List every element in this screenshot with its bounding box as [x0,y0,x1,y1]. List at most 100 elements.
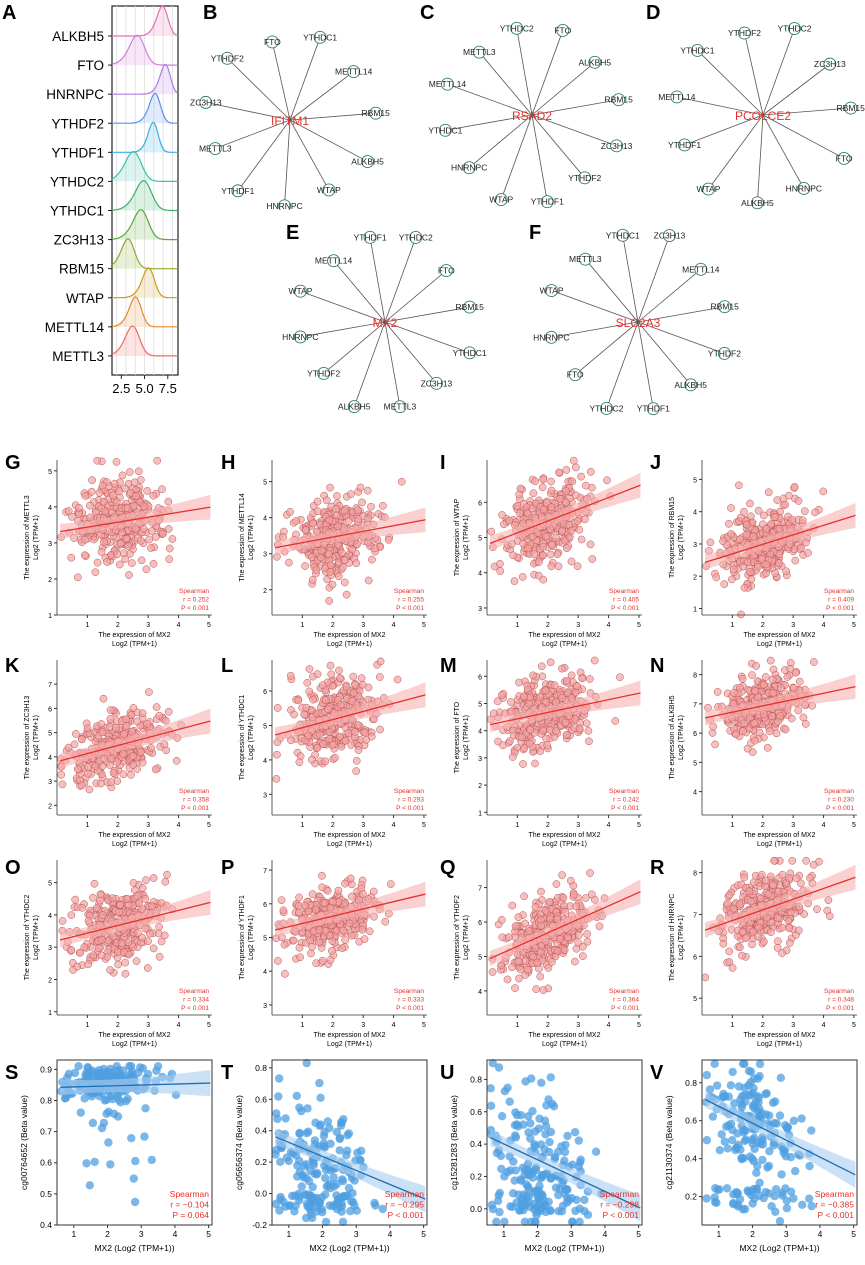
data-point [584,938,591,945]
data-point [568,558,575,565]
data-point [379,502,386,509]
r-value: r = 0.255 [398,597,424,604]
y-tick-label: 3 [48,945,52,952]
data-point [776,560,783,567]
data-point [810,658,817,665]
r-value: r = 0.405 [613,597,639,604]
data-point [364,487,371,494]
ridge-label-ythdf1: YTHDF1 [51,145,104,160]
data-point [720,538,727,545]
data-point [127,771,134,778]
data-point [342,900,349,907]
x-tick-label: 4 [173,1229,178,1239]
data-point [130,879,137,886]
data-point [115,909,122,916]
x-tick-label: 1 [730,1022,734,1029]
data-point [326,484,333,491]
data-point [751,737,758,744]
x-tick-label: 4 [822,822,826,829]
y-tick-label: 6 [693,954,697,961]
data-point [98,936,105,943]
data-point [750,533,757,540]
data-point [68,554,75,561]
y-axis-subtitle: Log2 (TPM+1) [678,915,685,960]
data-point [96,489,103,496]
x-tick-label: 3 [576,1022,580,1029]
data-point [89,477,96,484]
data-point [585,738,592,745]
data-point [342,936,349,943]
data-point [756,729,763,736]
y-tick-label: 1 [693,607,697,614]
node-label-fto: FTO [836,153,853,163]
node-label-wtap: WTAP [696,184,720,194]
data-point [826,913,833,920]
data-point [326,597,333,604]
data-point [563,466,570,473]
edge-ythdf1 [370,237,385,322]
data-point [287,672,294,679]
data-point [311,1119,319,1127]
data-point [783,568,790,575]
data-point [293,1092,301,1100]
data-point [308,756,315,763]
data-point [592,1148,600,1156]
data-point [762,877,769,884]
spearman-label: Spearman [824,588,854,595]
data-point [275,1074,283,1082]
data-point [273,775,280,782]
x-tick-label: 2 [331,1022,335,1029]
hub-label-mx2: MX2 [373,316,398,330]
x-tick-label: 2 [761,822,765,829]
data-point [710,723,717,730]
data-point [131,1198,139,1206]
x-tick-label: 4 [607,1022,611,1029]
x-axis-subtitle: Log2 (TPM+1) [112,641,157,648]
data-point [559,694,566,701]
data-point [348,697,355,704]
r-value: r = −0.295 [385,1200,424,1210]
y-tick-label: 4 [263,516,267,523]
p-value: P < 0.001 [181,1005,209,1012]
y-axis-title: cg05656374 (Beta value) [234,1095,244,1190]
x-axis-title: The expression of MX2 [529,632,601,639]
x-tick-label: 4 [822,622,826,629]
y-tick-label: 3 [48,541,52,548]
data-point [548,958,555,965]
data-point [737,611,744,618]
y-axis-subtitle: Log2 (TPM+1) [248,515,255,560]
ridge-label-rbm15: RBM15 [59,262,104,277]
data-point [568,527,575,534]
data-point [792,557,799,564]
data-point [553,881,560,888]
data-point [498,1112,506,1120]
data-point [498,916,505,923]
data-point [120,550,127,557]
data-point [326,1184,334,1192]
data-point [307,950,314,957]
data-point [338,1175,346,1183]
x-axis-subtitle: Log2 (TPM+1) [327,841,372,848]
data-point [516,510,523,517]
data-point [539,543,546,550]
data-point [141,1104,149,1112]
data-point [336,675,343,682]
data-point [94,457,101,464]
data-point [572,492,579,499]
y-axis-title: The expression of WTAP [454,499,461,577]
panel-a-ridgeline: ALKBH5FTOHNRNPCYTHDF2YTHDF1YTHDC2YTHDC1Z… [0,0,185,395]
data-point [314,508,321,515]
data-point [286,1201,294,1209]
data-point [357,484,364,491]
data-point [165,498,172,505]
spearman-label: Spearman [609,988,639,995]
data-point [335,667,342,674]
data-point [767,929,774,936]
data-point [796,678,803,685]
panel-d-network: YTHDC2ZC3H13RBM15FTOHNRNPCALKBH5WTAPYTHD… [645,0,865,215]
data-point [97,780,104,787]
data-point [293,1161,301,1169]
data-point [283,1154,291,1162]
data-point [576,725,583,732]
